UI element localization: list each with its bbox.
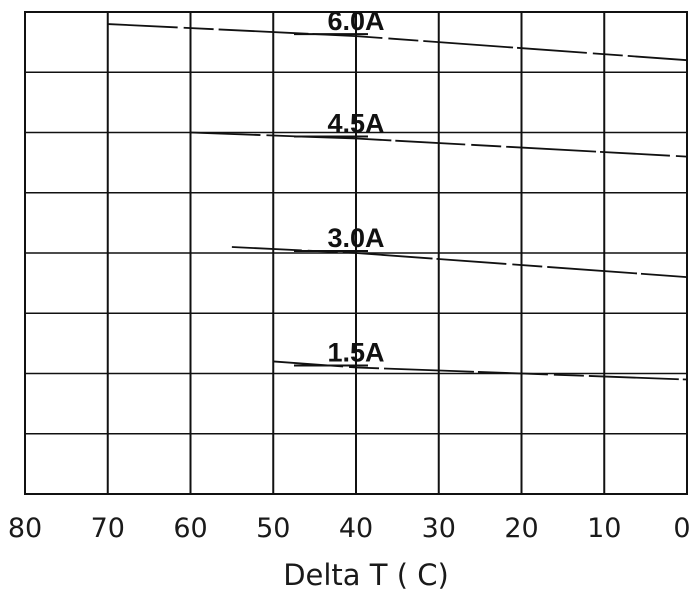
curve-labels: 6.0A 4.5A 3.0A 1.5A	[294, 6, 385, 367]
x-tick-label-0: 80	[8, 513, 42, 544]
curve-1	[190, 131, 688, 158]
curve-label-3: 1.5A	[327, 337, 384, 367]
x-tick-label-5: 30	[422, 513, 456, 544]
x-tick-labels: 80 70 60 50 40 30 20 10 0	[8, 513, 691, 544]
x-tick-label-7: 10	[587, 513, 621, 544]
x-tick-label-2: 60	[173, 513, 207, 544]
curve-0	[107, 23, 688, 62]
x-tick-label-3: 50	[256, 513, 290, 544]
curve-2	[231, 246, 688, 278]
x-axis-title: Delta T ( C)	[283, 558, 449, 592]
curve-label-2: 3.0A	[327, 223, 384, 253]
x-tick-label-6: 20	[504, 513, 538, 544]
x-tick-label-1: 70	[91, 513, 125, 544]
x-tick-label-8: 0	[673, 513, 690, 544]
curves	[107, 23, 688, 381]
curve-label-0: 6.0A	[327, 6, 384, 36]
curve-3	[273, 360, 688, 381]
x-tick-label-4: 40	[339, 513, 373, 544]
curve-label-1: 4.5A	[327, 109, 384, 139]
plot-frame	[24, 11, 688, 495]
